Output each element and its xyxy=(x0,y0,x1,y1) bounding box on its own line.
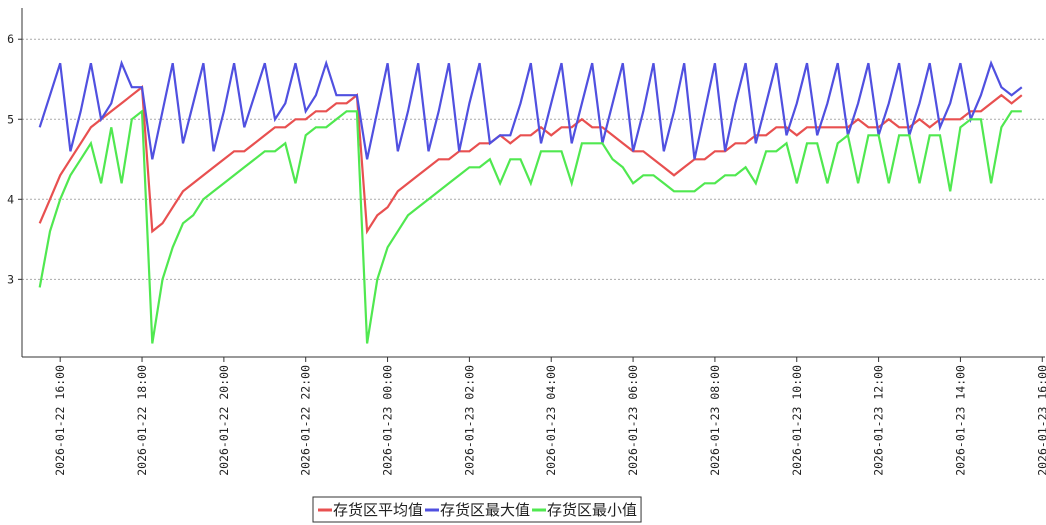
x-tick-label: 2026-01-22 22:00 xyxy=(299,365,313,476)
series-line xyxy=(38,109,1022,344)
x-tick-label: 2026-01-23 04:00 xyxy=(544,365,558,476)
x-tick-label: 2026-01-23 02:00 xyxy=(462,365,476,476)
legend: 存货区平均值 存货区最大值 存货区最小值 xyxy=(312,496,642,523)
x-tick-label: 2026-01-22 20:00 xyxy=(217,365,231,476)
legend-label: 存货区平均值 xyxy=(333,501,423,519)
legend-label: 存货区最小值 xyxy=(547,501,637,519)
x-tick-label: 2026-01-23 16:00 xyxy=(1035,365,1046,476)
y-tick-label: 3 xyxy=(7,272,14,286)
series-line xyxy=(38,85,1023,235)
x-tick-label: 2026-01-22 16:00 xyxy=(53,365,67,476)
x-tick-label: 2026-01-23 14:00 xyxy=(953,365,967,476)
series-line xyxy=(38,59,1023,160)
x-tick-label: 2026-01-23 10:00 xyxy=(790,365,804,476)
x-tick-label: 2026-01-23 06:00 xyxy=(626,365,640,476)
x-tick-label: 2026-01-23 12:00 xyxy=(872,365,886,476)
legend-label: 存货区最大值 xyxy=(440,501,530,519)
x-tick-label: 2026-01-23 00:00 xyxy=(381,365,395,476)
y-tick-label: 6 xyxy=(7,32,14,46)
x-tick-label: 2026-01-23 08:00 xyxy=(708,365,722,476)
y-tick-label: 5 xyxy=(7,112,14,126)
legend-box xyxy=(312,496,642,523)
y-tick-label: 4 xyxy=(7,192,14,206)
x-tick-label: 2026-01-22 18:00 xyxy=(135,365,149,476)
